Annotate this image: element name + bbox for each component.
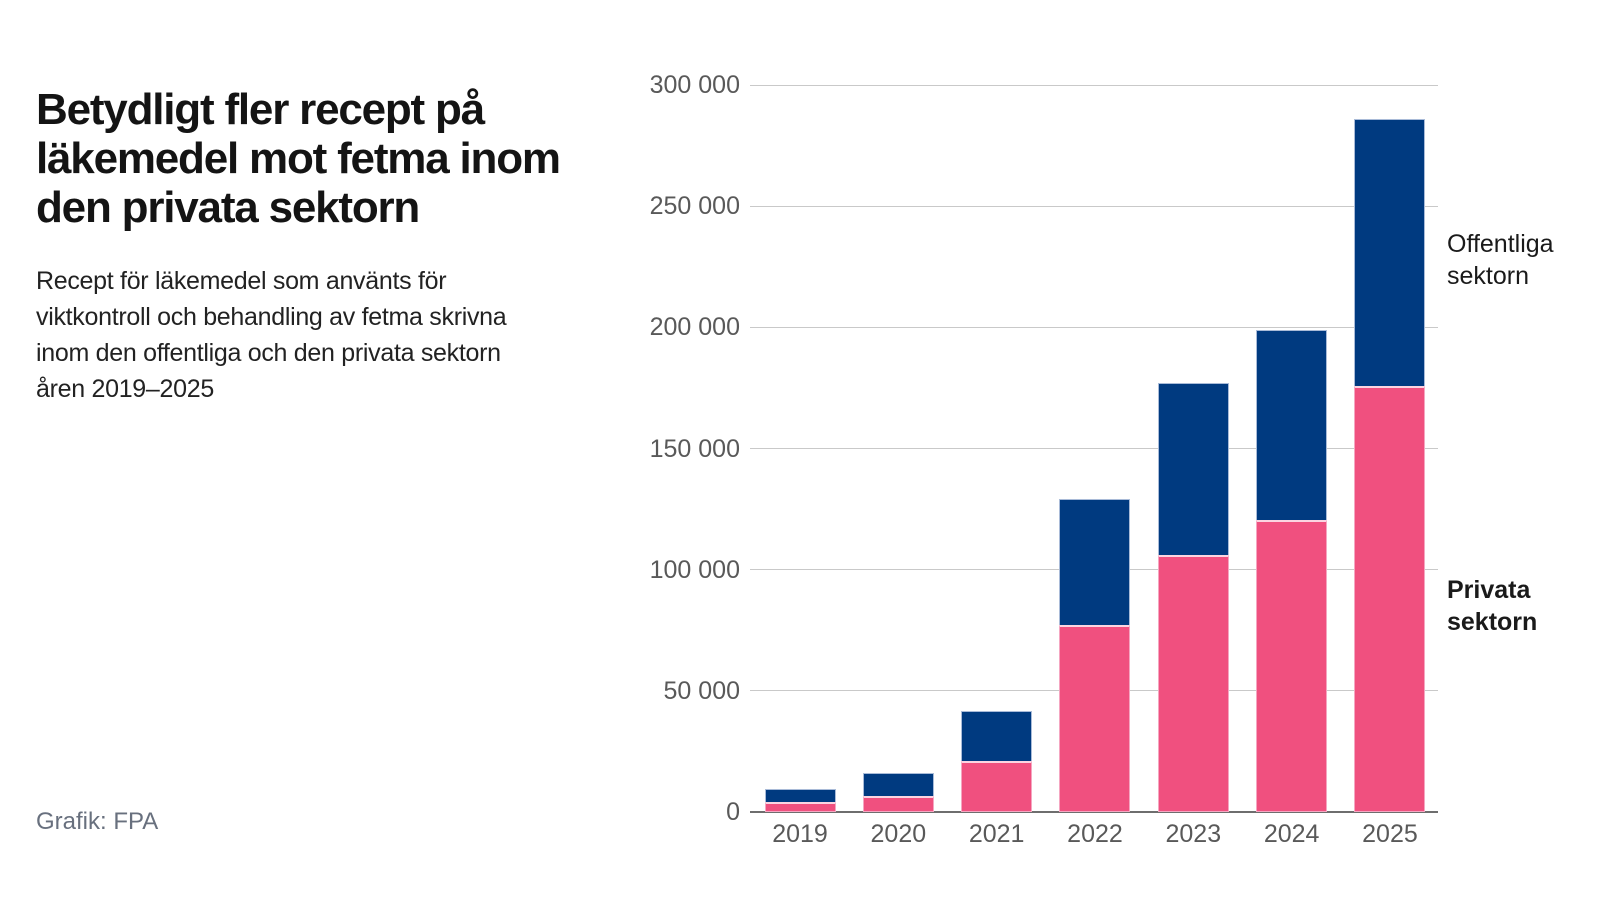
bar-2025-privata <box>1354 385 1426 812</box>
bar-2022-privata <box>1059 625 1131 812</box>
bar-2022 <box>1059 85 1131 812</box>
x-axis-baseline <box>750 811 1438 813</box>
bar-2024-privata <box>1256 520 1328 812</box>
bar-2023-offentliga <box>1157 383 1229 556</box>
bar-2019 <box>764 85 836 812</box>
bar-2025 <box>1354 85 1426 812</box>
bar-2020-privata <box>862 796 934 812</box>
bar-2023 <box>1157 85 1229 812</box>
y-tick-label-250000: 250 000 <box>649 192 740 221</box>
gridline-250000 <box>750 205 1438 207</box>
x-tick-label-2025: 2025 <box>1362 820 1418 848</box>
bar-2024-offentliga <box>1256 329 1328 520</box>
x-tick-label-2021: 2021 <box>968 820 1025 848</box>
credit-text: Grafik: FPA <box>36 808 159 835</box>
bar-2020-offentliga <box>862 773 934 797</box>
x-tick-label-2020: 2020 <box>870 820 927 848</box>
gridline-300000 <box>750 84 1438 86</box>
y-tick-label-300000: 300 000 <box>649 71 740 99</box>
bar-2024 <box>1256 85 1328 812</box>
y-tick-label-150000: 150 000 <box>649 434 740 463</box>
bar-2021-privata <box>961 761 1033 812</box>
page-title: Betydligt fler recept på läkemedel mot f… <box>36 85 561 233</box>
gridline-150000 <box>750 448 1438 449</box>
x-tick-label-2022: 2022 <box>1067 820 1123 848</box>
bar-2025-offentliga <box>1354 118 1426 386</box>
x-tick-label-2023: 2023 <box>1165 820 1222 848</box>
bar-2023-privata <box>1157 555 1229 812</box>
series-label-offentliga-sektorn: Offentliga sektorn <box>1447 230 1554 290</box>
plot-area <box>750 84 1438 813</box>
x-tick-label-2024: 2024 <box>1263 820 1320 848</box>
bar-2022-offentliga <box>1059 499 1131 626</box>
bar-2020 <box>862 85 934 812</box>
bar-2019-offentliga <box>764 788 836 803</box>
y-tick-label-50000: 50 000 <box>663 676 740 705</box>
x-axis: 2019 2020 2021 2022 2023 2024 2025 <box>750 820 1438 860</box>
bar-2019-privata <box>764 802 836 812</box>
series-label-privata-sektorn: Privata sektorn <box>1447 576 1538 636</box>
y-tick-label-100000: 100 000 <box>649 555 740 584</box>
y-tick-label-200000: 200 000 <box>649 313 740 342</box>
page-subtitle: Recept för läkemedel som använts för vik… <box>36 267 507 403</box>
y-tick-label-0: 0 <box>726 798 740 826</box>
bar-2021 <box>961 85 1033 812</box>
x-tick-label-2019: 2019 <box>772 820 828 848</box>
y-axis: 0 50 000 100 000 150 000 200 000 250 000 300 0… <box>590 71 740 826</box>
bar-2021-offentliga <box>961 711 1033 762</box>
gridline-200000 <box>750 326 1438 328</box>
